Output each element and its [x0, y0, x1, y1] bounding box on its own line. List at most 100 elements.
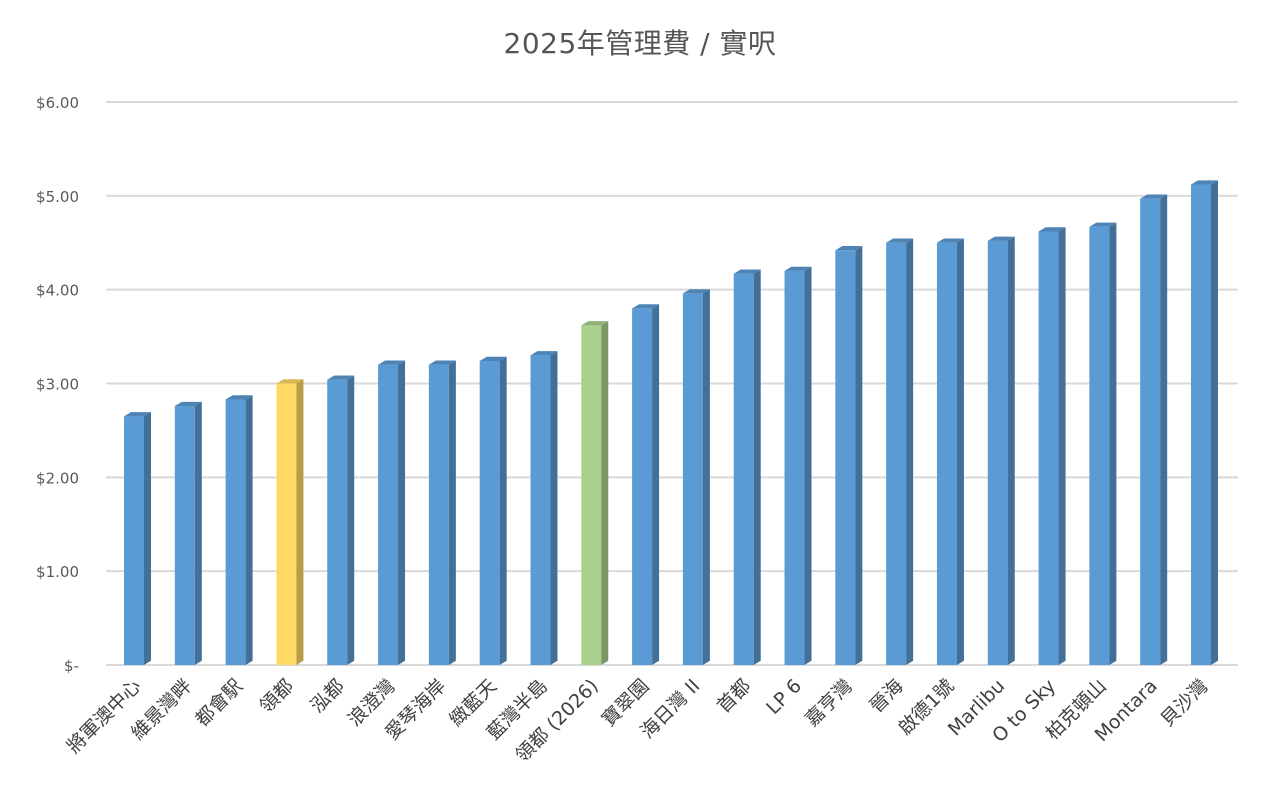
bar: [124, 412, 151, 665]
y-tick-label: $5.00: [36, 188, 79, 206]
bar-side: [906, 238, 914, 666]
bar-front: [886, 242, 907, 665]
bar: [733, 269, 761, 665]
bar-side: [601, 321, 609, 665]
bar-front: [936, 242, 957, 665]
bar-top: [479, 356, 507, 361]
bar-top: [1191, 180, 1218, 185]
bar-top: [733, 269, 761, 274]
bar-front: [1038, 231, 1059, 666]
bar-top: [886, 238, 914, 243]
bar-top: [428, 360, 456, 365]
bar-top: [225, 395, 253, 400]
y-tick-label: $6.00: [36, 94, 79, 112]
bar: [987, 236, 1015, 665]
bar-top: [1038, 227, 1066, 232]
bar-top: [784, 266, 812, 271]
y-axis-ticks: $- $1.00 $2.00 $3.00 $4.00 $5.00 $6.00: [36, 94, 79, 675]
bar-front: [428, 364, 449, 665]
bar-front: [1140, 198, 1161, 666]
bar: [936, 238, 964, 666]
bar: [428, 360, 456, 665]
bar-front: [530, 355, 551, 665]
x-tick-label: LP 6: [762, 675, 806, 719]
bar-side: [652, 304, 660, 665]
bar: [1191, 180, 1218, 665]
bar-side: [1211, 180, 1218, 665]
bar-top: [327, 375, 355, 380]
bar: [632, 304, 660, 665]
y-tick-label: $4.00: [36, 282, 79, 300]
bar: [1140, 194, 1168, 666]
x-tick-label: 都會駅: [191, 675, 247, 731]
bar-top: [682, 289, 710, 294]
bar: [479, 356, 507, 665]
x-tick-label: 首都: [713, 675, 755, 717]
x-tick-label: 領都: [256, 675, 298, 717]
bar-top: [936, 238, 964, 243]
bar: [581, 321, 609, 665]
bar-top: [581, 321, 609, 326]
bar-side: [448, 360, 456, 665]
bar-top: [1140, 194, 1168, 199]
bar-top: [632, 304, 660, 309]
bar: [1089, 222, 1117, 665]
bar-front: [327, 379, 348, 665]
bar-front: [1089, 226, 1110, 665]
bar-top: [1089, 222, 1117, 227]
bar-front: [479, 360, 500, 665]
bar-front: [682, 293, 703, 665]
bar-front: [1191, 184, 1211, 665]
bar: [327, 375, 355, 665]
y-tick-label: $3.00: [36, 376, 79, 394]
bar: [886, 238, 914, 666]
bar-side: [499, 356, 507, 665]
bar-side: [296, 379, 304, 665]
y-tick-label: $2.00: [36, 469, 79, 487]
x-tick-label: 嘉亨灣: [801, 675, 857, 731]
bar-front: [733, 273, 754, 665]
bar-front: [225, 399, 246, 665]
bar-front: [581, 325, 602, 665]
bar-top: [124, 412, 151, 417]
x-tick-label: 貝沙灣: [1157, 675, 1213, 731]
bar-side: [245, 395, 253, 665]
bar: [530, 351, 558, 665]
chart-title: 2025年管理費 / 實呎: [503, 27, 777, 60]
bar-top: [174, 401, 202, 407]
bar-front: [784, 270, 805, 665]
bar: [378, 360, 406, 665]
bar: [784, 266, 812, 665]
bar-side: [702, 289, 710, 665]
bar: [835, 246, 863, 666]
bar-side: [194, 401, 202, 665]
bar-front: [987, 240, 1008, 665]
x-tick-label: 將軍澳中心: [63, 675, 146, 758]
bar-top: [530, 351, 558, 356]
bar-top: [276, 379, 304, 384]
bar-side: [550, 351, 558, 665]
bar-front: [632, 308, 653, 665]
bar-side: [144, 412, 151, 665]
bar: [174, 401, 202, 665]
bar: [1038, 227, 1066, 666]
bar-side: [1109, 222, 1117, 665]
bar: [225, 395, 253, 665]
y-tick-label: $-: [64, 657, 79, 675]
bar-front: [276, 383, 297, 665]
bar-top: [987, 236, 1015, 241]
bar-side: [804, 266, 812, 665]
gridlines: [106, 101, 1238, 666]
bar-side: [347, 375, 355, 665]
bar-front: [174, 406, 195, 665]
bar-side: [855, 246, 863, 665]
bars: [124, 180, 1218, 666]
x-tick-label: 晉海: [865, 675, 907, 717]
bar-side: [956, 238, 964, 666]
bar-top: [378, 360, 406, 365]
bar-side: [398, 360, 406, 665]
bar-top: [835, 246, 863, 251]
bar: [682, 289, 710, 665]
bar-front: [835, 250, 856, 666]
